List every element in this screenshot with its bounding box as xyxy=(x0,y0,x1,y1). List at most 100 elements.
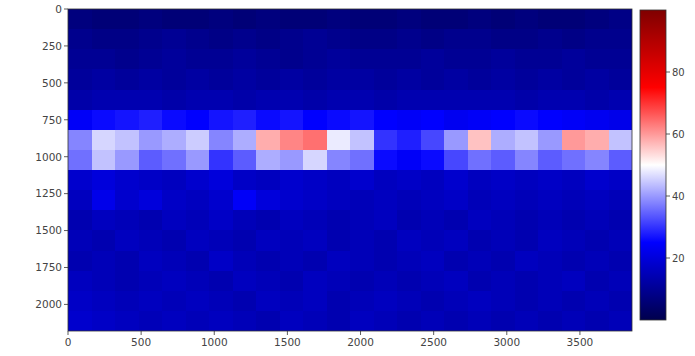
heatmap-cell xyxy=(538,271,562,292)
heatmap-cell xyxy=(327,29,351,50)
heatmap-cell xyxy=(562,210,586,231)
heatmap-cell xyxy=(186,130,210,151)
heatmap-cell xyxy=(68,291,92,312)
heatmap-cell xyxy=(397,29,421,50)
heatmap-cell xyxy=(538,49,562,70)
colorbar-tick xyxy=(666,258,670,259)
heatmap-cell xyxy=(68,90,92,111)
x-tick xyxy=(433,331,434,335)
y-tick-label: 1750 xyxy=(35,261,62,273)
heatmap-cell xyxy=(491,170,515,191)
heatmap-cell xyxy=(585,271,609,292)
heatmap-cell xyxy=(186,9,210,30)
heatmap-cell xyxy=(186,291,210,312)
heatmap-cell xyxy=(139,210,163,231)
heatmap-cell xyxy=(303,110,327,131)
heatmap-cell xyxy=(444,130,468,151)
heatmap-cell xyxy=(186,311,210,331)
heatmap-cell xyxy=(92,170,116,191)
heatmap-cell xyxy=(468,90,492,111)
heatmap-cell xyxy=(115,311,139,331)
heatmap-cell xyxy=(186,90,210,111)
heatmap-cell xyxy=(115,170,139,191)
heatmap-cell xyxy=(585,9,609,30)
heatmap-cell xyxy=(256,90,280,111)
heatmap-cell xyxy=(609,9,633,30)
heatmap-cell xyxy=(68,230,92,251)
heatmap-cell xyxy=(115,210,139,231)
heatmap-cell xyxy=(421,190,445,211)
heatmap-cell xyxy=(209,251,233,272)
colorbar-tick-label: 80 xyxy=(672,67,685,78)
x-tick-label: 0 xyxy=(65,336,72,348)
heatmap-cell xyxy=(562,251,586,272)
heatmap-cell xyxy=(421,291,445,312)
heatmap-cell xyxy=(397,130,421,151)
heatmap-cell xyxy=(515,190,539,211)
heatmap-cell xyxy=(256,130,280,151)
heatmap-cell xyxy=(397,251,421,272)
heatmap-cell xyxy=(209,230,233,251)
heatmap-cell xyxy=(68,271,92,292)
x-tick xyxy=(506,331,507,335)
heatmap-cell xyxy=(374,9,398,30)
heatmap-cell xyxy=(468,190,492,211)
heatmap-cell xyxy=(374,150,398,171)
heatmap-cell xyxy=(562,150,586,171)
x-tick-label: 2000 xyxy=(347,336,374,348)
heatmap-cell xyxy=(92,29,116,50)
heatmap-cell xyxy=(68,9,92,30)
heatmap-cell xyxy=(256,150,280,171)
heatmap-cell xyxy=(374,210,398,231)
heatmap-cell xyxy=(280,29,304,50)
heatmap-cell xyxy=(68,29,92,50)
heatmap-cell xyxy=(444,291,468,312)
heatmap-cell xyxy=(233,69,257,90)
heatmap-cell xyxy=(515,110,539,131)
heatmap-cell xyxy=(421,130,445,151)
heatmap-cell xyxy=(233,190,257,211)
heatmap-cell xyxy=(374,190,398,211)
heatmap-cell xyxy=(397,170,421,191)
heatmap-cell xyxy=(585,69,609,90)
heatmap-cell xyxy=(303,271,327,292)
heatmap-cell xyxy=(609,90,633,111)
heatmap-cell xyxy=(303,130,327,151)
heatmap-cell xyxy=(139,311,163,331)
heatmap-cell xyxy=(209,190,233,211)
heatmap-cell xyxy=(444,251,468,272)
heatmap-cell xyxy=(209,130,233,151)
heatmap-cell xyxy=(256,110,280,131)
heatmap-cell xyxy=(186,29,210,50)
heatmap-cell xyxy=(327,9,351,30)
heatmap-cell xyxy=(562,110,586,131)
heatmap-cell xyxy=(233,110,257,131)
heatmap-cell xyxy=(139,190,163,211)
heatmap-cell xyxy=(256,69,280,90)
y-tick-label: 1000 xyxy=(35,151,62,163)
x-tick xyxy=(579,331,580,335)
heatmap-cell xyxy=(585,311,609,331)
heatmap-cell xyxy=(585,230,609,251)
heatmap-cell xyxy=(444,230,468,251)
heatmap-cell xyxy=(92,69,116,90)
heatmap-cell xyxy=(233,130,257,151)
heatmap-cell xyxy=(162,9,186,30)
heatmap-cell xyxy=(585,110,609,131)
heatmap-cell xyxy=(397,311,421,331)
heatmap-cell xyxy=(350,49,374,70)
heatmap-cell xyxy=(444,210,468,231)
heatmap-cell xyxy=(350,291,374,312)
heatmap-cell xyxy=(397,271,421,292)
heatmap-cell xyxy=(421,69,445,90)
heatmap-cell xyxy=(374,271,398,292)
heatmap-cell xyxy=(468,251,492,272)
heatmap-cell xyxy=(350,311,374,331)
colorbar-tick xyxy=(666,72,670,73)
heatmap-cell xyxy=(585,210,609,231)
heatmap-cell xyxy=(374,69,398,90)
y-tick xyxy=(64,119,68,120)
heatmap-cell xyxy=(562,90,586,111)
heatmap-cell xyxy=(233,49,257,70)
x-tick-label: 3000 xyxy=(493,336,520,348)
